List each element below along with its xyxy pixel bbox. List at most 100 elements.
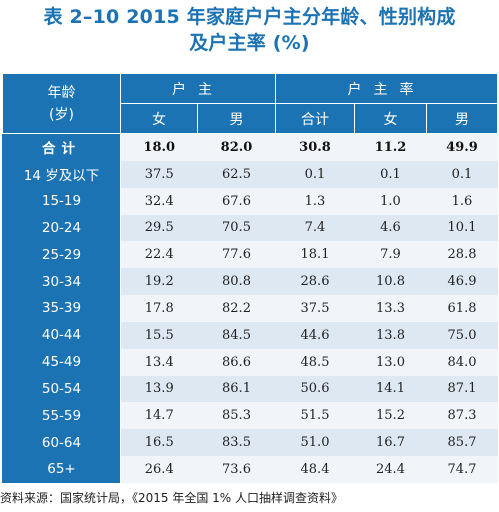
table-cell: 37.5 [120, 160, 198, 188]
table-cell: 17.8 [120, 295, 198, 322]
header-col-rate-total: 合计 [275, 103, 355, 134]
table-cell: 13.3 [354, 295, 427, 322]
table-row: 45-49 13.4 86.6 48.5 13.0 84.0 [2, 348, 498, 376]
table-cell: 32.4 [120, 187, 198, 215]
table-cell: 82.0 [197, 133, 276, 161]
table-cell: 37.5 [275, 295, 355, 322]
table-cell: 48.5 [275, 348, 355, 376]
header-age: 年龄 (岁) [2, 73, 121, 134]
table-cell: 7.9 [354, 241, 427, 269]
table-cell: 28.6 [275, 268, 355, 296]
table-cell: 73.6 [197, 455, 276, 483]
table-cell: 82.2 [197, 295, 276, 322]
table-cell: 84.5 [197, 321, 276, 349]
row-label: 25-29 [2, 241, 121, 269]
table-cell: 84.0 [426, 348, 498, 376]
table-cell: 44.6 [275, 321, 355, 349]
table-cell: 0.1 [426, 160, 498, 188]
row-label: 40-44 [2, 321, 121, 349]
row-label: 15-19 [2, 187, 121, 215]
row-label: 14 岁及以下 [2, 160, 121, 188]
table-cell: 67.6 [197, 187, 276, 215]
table-cell: 0.1 [354, 160, 427, 188]
table-row: 55-59 14.7 85.3 51.5 15.2 87.3 [2, 402, 498, 430]
table-cell: 30.8 [275, 133, 355, 161]
table-cell: 14.7 [120, 402, 198, 430]
table-cell: 15.5 [120, 321, 198, 349]
table-cell: 85.3 [197, 402, 276, 430]
table-title-line-1: 表 2–10 2015 年家庭户户主分年龄、性别构成 [43, 6, 456, 28]
table-cell: 62.5 [197, 160, 276, 188]
table-cell: 50.6 [275, 375, 355, 403]
table-row: 60-64 16.5 83.5 51.0 16.7 85.7 [2, 429, 498, 456]
table-body: 合计 18.0 82.0 30.8 11.2 49.9 14 岁及以下 37.5 62.5 0.1… [2, 133, 498, 483]
table-cell: 49.9 [426, 133, 498, 161]
header-col-female: 女 [120, 103, 198, 134]
row-label: 45-49 [2, 348, 121, 376]
table-cell: 1.3 [275, 187, 355, 215]
table-cell: 18.1 [275, 241, 355, 269]
header-col-rate-female: 女 [354, 103, 427, 134]
row-label: 50-54 [2, 375, 121, 403]
table-cell: 86.6 [197, 348, 276, 376]
table-header: 年龄 (岁) 户主 户主率 女 男 合计 女 男 [2, 73, 499, 134]
table-cell: 10.8 [354, 268, 427, 296]
table-row: 15-19 32.4 67.6 1.3 1.0 1.6 [2, 187, 498, 215]
table-cell: 0.1 [275, 160, 355, 188]
row-label: 20-24 [2, 214, 121, 242]
table-cell: 83.5 [197, 429, 276, 456]
table-cell: 4.6 [354, 214, 427, 242]
table-cell: 13.4 [120, 348, 198, 376]
table-row: 40-44 15.5 84.5 44.6 13.8 75.0 [2, 321, 498, 349]
table-cell: 29.5 [120, 214, 198, 242]
row-label: 60-64 [2, 429, 121, 456]
row-label: 65+ [2, 455, 121, 483]
table-row: 65+ 26.4 73.6 48.4 24.4 74.7 [2, 455, 498, 483]
table-cell: 13.0 [354, 348, 427, 376]
row-label: 35-39 [2, 295, 121, 322]
table-cell: 13.9 [120, 375, 198, 403]
row-label: 合计 [2, 133, 121, 161]
table-row: 20-24 29.5 70.5 7.4 4.6 10.1 [2, 214, 498, 242]
table-row: 25-29 22.4 77.6 18.1 7.9 28.8 [2, 241, 498, 269]
table-cell: 26.4 [120, 455, 198, 483]
table-cell: 18.0 [120, 133, 198, 161]
table-cell: 80.8 [197, 268, 276, 296]
table-cell: 1.6 [426, 187, 498, 215]
source-note: 资料来源：国家统计局，《2015 年全国 1% 人口抽样调查资料》 [0, 491, 344, 505]
table-cell: 51.0 [275, 429, 355, 456]
table-cell: 14.1 [354, 375, 427, 403]
table-cell: 19.2 [120, 268, 198, 296]
table-title-line-2: 及户主率 (%) [189, 32, 310, 54]
header-group-householder: 户主 [120, 73, 276, 104]
table-cell: 86.1 [197, 375, 276, 403]
table-cell: 75.0 [426, 321, 498, 349]
row-label: 30-34 [2, 268, 121, 296]
data-table: 年龄 (岁) 户主 户主率 女 男 合计 女 男 合计 18.0 82.0 30.8 1… [2, 73, 499, 483]
table-cell: 1.0 [354, 187, 427, 215]
table-cell: 7.4 [275, 214, 355, 242]
table-title: 表 2–10 2015 年家庭户户主分年龄、性别构成 及户主率 (%) [0, 4, 499, 56]
table-row: 30-34 19.2 80.8 28.6 10.8 46.9 [2, 268, 498, 296]
table-cell: 87.1 [426, 375, 498, 403]
data-table-container: 年龄 (岁) 户主 户主率 女 男 合计 女 男 合计 18.0 82.0 30.8 1… [2, 73, 499, 483]
table-row: 35-39 17.8 82.2 37.5 13.3 61.8 [2, 295, 498, 322]
table-cell: 11.2 [354, 133, 427, 161]
table-cell: 13.8 [354, 321, 427, 349]
table-cell: 16.5 [120, 429, 198, 456]
table-cell: 85.7 [426, 429, 498, 456]
table-cell: 51.5 [275, 402, 355, 430]
table-cell: 15.2 [354, 402, 427, 430]
table-cell: 28.8 [426, 241, 498, 269]
table-cell: 74.7 [426, 455, 498, 483]
table-cell: 24.4 [354, 455, 427, 483]
table-cell: 70.5 [197, 214, 276, 242]
table-cell: 77.6 [197, 241, 276, 269]
table-cell: 61.8 [426, 295, 498, 322]
table-cell: 16.7 [354, 429, 427, 456]
table-cell: 48.4 [275, 455, 355, 483]
header-group-rate: 户主率 [274, 73, 499, 104]
table-cell: 22.4 [120, 241, 198, 269]
table-cell: 46.9 [426, 268, 498, 296]
table-row: 14 岁及以下 37.5 62.5 0.1 0.1 0.1 [2, 160, 498, 188]
